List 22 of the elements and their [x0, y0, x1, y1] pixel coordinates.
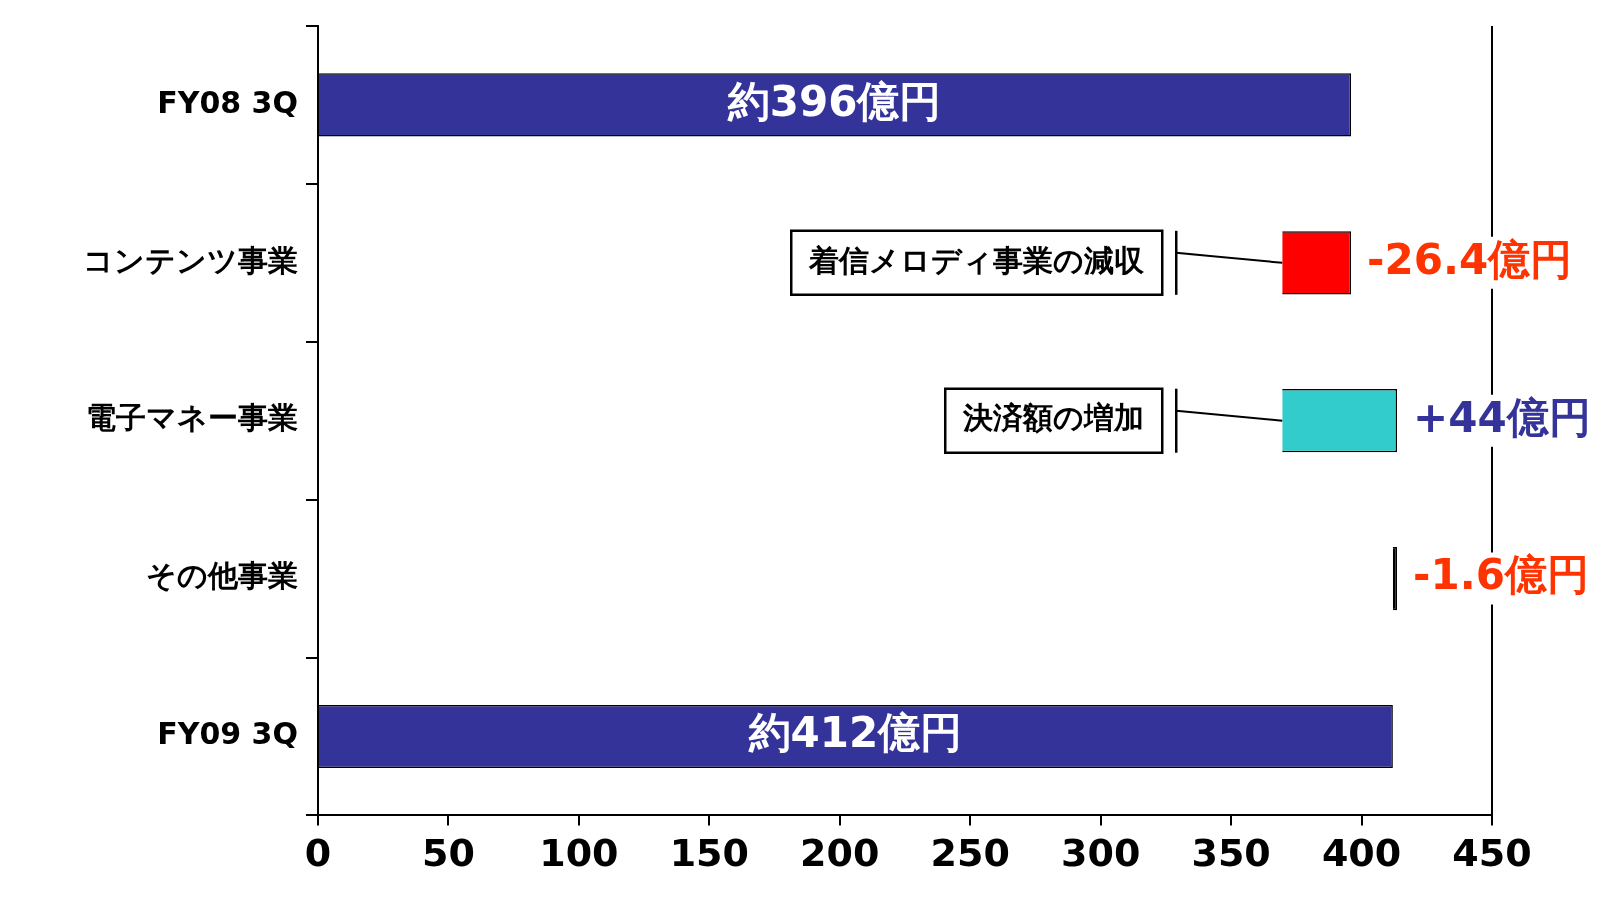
y-tick-label: その他事業 — [146, 558, 298, 594]
x-tick-label: 350 — [1191, 831, 1271, 876]
x-tick-label: 50 — [422, 831, 475, 876]
x-tick-label: 400 — [1321, 831, 1402, 876]
x-tick-label: 150 — [669, 831, 749, 876]
data-label: -26.4億円 — [1367, 234, 1573, 284]
y-tick-label: FY08 3Q — [157, 84, 298, 120]
x-tick-label: 0 — [304, 831, 332, 876]
x-tick-label: 300 — [1061, 831, 1141, 876]
x-tick-label: 200 — [800, 831, 880, 876]
data-label: +44億円 — [1413, 392, 1591, 442]
y-tick-label: コンテンツ事業 — [83, 242, 298, 278]
data-label: -1.6億円 — [1413, 550, 1589, 600]
annotation: 決済額の増加 — [962, 400, 1145, 436]
data-label: 約396億円 — [726, 76, 942, 126]
annotation: 着信メロディ事業の減収 — [808, 242, 1146, 278]
x-tick-label: 250 — [930, 831, 1010, 876]
data-label: 約412億円 — [747, 708, 963, 758]
y-tick-label: 電子マネー事業 — [86, 400, 298, 436]
x-tick-label: 100 — [539, 831, 619, 876]
x-tick-label: 450 — [1452, 831, 1532, 876]
y-tick-label: FY09 3Q — [157, 716, 298, 752]
